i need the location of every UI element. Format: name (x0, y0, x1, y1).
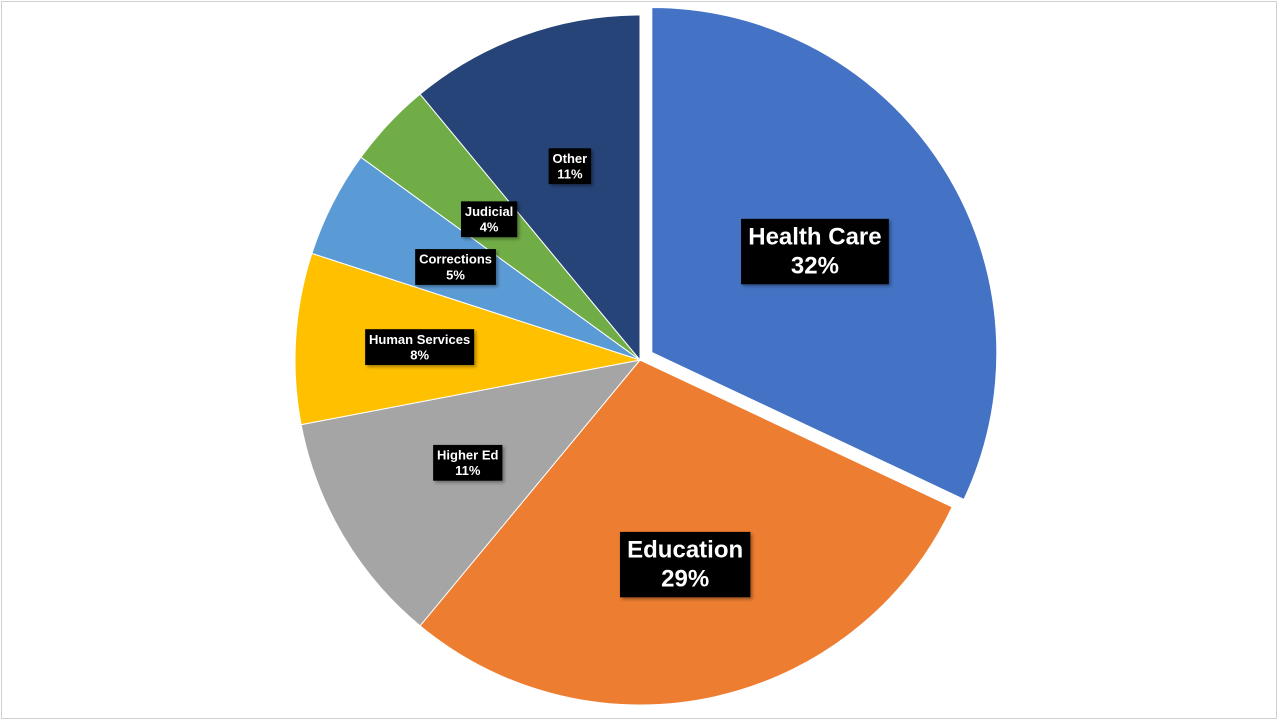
data-label-percent: 8% (410, 347, 429, 362)
data-label-box (741, 218, 889, 285)
data-label-name: Education (627, 537, 743, 564)
slice-higher-ed (300, 359, 642, 627)
data-label-box (365, 329, 475, 365)
data-label-box (460, 201, 518, 238)
data-label-name: Judicial (465, 204, 513, 219)
data-label-box (619, 531, 751, 598)
data-label-box (548, 148, 592, 185)
data-label-percent: 4% (480, 220, 499, 235)
data-label-name: Other (553, 151, 588, 166)
data-label-name: Human Services (369, 332, 470, 347)
data-label-percent: 11% (557, 166, 583, 181)
data-label-name: Higher Ed (437, 448, 498, 463)
data-label-name: Health Care (748, 224, 881, 251)
data-label-box (433, 444, 503, 481)
data-label-percent: 32% (791, 252, 839, 279)
data-label-box (415, 249, 496, 285)
data-label-percent: 5% (446, 267, 465, 282)
data-label-percent: 11% (455, 463, 481, 478)
slice-other (419, 14, 641, 362)
data-label-name: Corrections (419, 252, 492, 267)
data-label-percent: 29% (661, 565, 709, 592)
